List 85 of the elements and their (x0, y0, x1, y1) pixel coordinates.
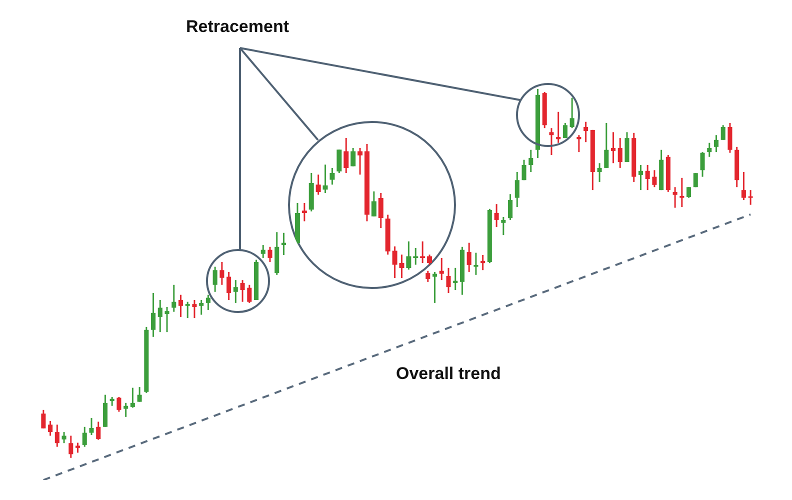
candlestick (584, 121, 588, 143)
candlestick (358, 147, 363, 176)
candlestick (226, 271, 232, 301)
candlestick (172, 284, 176, 313)
candlestick (501, 216, 506, 236)
candlestick (116, 396, 122, 413)
candlestick (680, 177, 684, 208)
candlestick (427, 254, 432, 266)
candlestick (556, 111, 561, 144)
candlestick (446, 267, 451, 294)
candlestick (741, 171, 746, 201)
candlestick (75, 442, 80, 454)
candlestick (453, 267, 458, 291)
candlestick (322, 164, 328, 194)
candlestick (645, 164, 650, 191)
candlestick (597, 162, 602, 183)
candlestick (82, 426, 87, 448)
candlestick (522, 159, 526, 181)
candlestick (62, 431, 66, 444)
candlestick (720, 124, 726, 141)
candlestick (466, 242, 472, 273)
candlestick (185, 301, 190, 319)
candlestick (164, 306, 170, 333)
candlestick (693, 172, 698, 188)
candlestick (212, 266, 218, 293)
candlestick (89, 417, 94, 436)
candlestick (158, 299, 162, 333)
candlestick (233, 279, 238, 304)
candlestick (316, 174, 321, 196)
candlestick (672, 186, 678, 209)
candlestick (494, 203, 499, 228)
candlestick (371, 190, 376, 218)
candlestick (130, 387, 135, 408)
annotation: Overall trend (396, 364, 501, 384)
candlestick (206, 294, 210, 311)
candlestick (137, 386, 142, 403)
candlestick (576, 134, 582, 153)
candlestick (330, 167, 335, 186)
candlestick (344, 137, 349, 174)
candlestick (528, 149, 534, 173)
candlestick (96, 420, 101, 441)
candlestick (247, 284, 252, 304)
candlestick (68, 434, 74, 459)
candlestick (302, 202, 307, 222)
candlestick (652, 169, 657, 188)
candlestick (281, 232, 286, 256)
candlestick (714, 134, 719, 153)
candlestick (439, 257, 444, 281)
text: Retracement (186, 17, 289, 37)
candlestick (748, 189, 753, 206)
candlestick (336, 148, 342, 174)
candlestick (508, 193, 513, 221)
candlestick (707, 142, 712, 158)
candlestick (240, 279, 245, 303)
candlestick (562, 122, 568, 139)
candlestick (192, 299, 197, 319)
candlestick (474, 252, 478, 276)
candlestick (432, 271, 438, 304)
candlestick (549, 127, 554, 156)
candlestick (350, 147, 356, 168)
candlestick (604, 122, 609, 169)
candlestick (260, 244, 266, 259)
candlestick (638, 164, 643, 191)
candlestick (102, 394, 108, 428)
candlestick (700, 151, 705, 178)
candlestick (199, 299, 204, 316)
candlestick (151, 292, 156, 338)
candlestick (378, 192, 384, 229)
candlestick (624, 131, 630, 163)
candlestick (220, 261, 224, 286)
candlestick (728, 122, 732, 154)
candlestick (570, 97, 574, 129)
candlestick (480, 254, 486, 271)
candlestick (686, 186, 692, 199)
candlestick (41, 409, 46, 430)
candlestick (610, 131, 616, 164)
candlestick (618, 137, 622, 169)
candlestick (48, 420, 53, 436)
candlestick (268, 246, 272, 263)
candlestick (426, 270, 430, 283)
candlestick (406, 240, 412, 270)
candlestick (178, 294, 184, 318)
candlestick (54, 424, 60, 448)
candlestick (124, 402, 128, 418)
candlestick (514, 171, 520, 208)
